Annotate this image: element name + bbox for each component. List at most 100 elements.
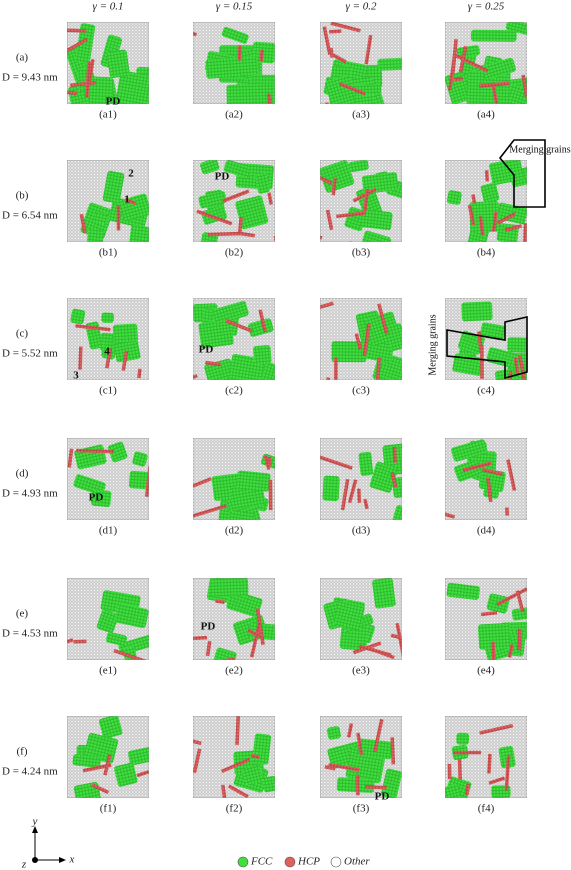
- annotation: PD: [199, 344, 214, 356]
- hcp-fault: [328, 762, 360, 772]
- hcp-fault: [390, 737, 396, 765]
- hcp-fault: [504, 224, 522, 232]
- hcp-fault: [457, 758, 462, 780]
- fcc-grain: [505, 22, 527, 38]
- hcp-fault: [465, 783, 470, 796]
- fcc-grain: [200, 160, 220, 175]
- fcc-grain: [226, 83, 275, 104]
- fcc-grain: [372, 578, 396, 609]
- hcp-fault: [237, 45, 242, 61]
- fcc-grain: [369, 461, 398, 493]
- hcp-fault: [121, 350, 129, 371]
- fcc-grain: [98, 716, 123, 739]
- hcp-fault: [484, 170, 489, 182]
- panel-label: (c2): [225, 385, 243, 397]
- fcc-grain: [114, 762, 138, 787]
- hcp-fault: [193, 635, 208, 641]
- fcc-grain: [253, 345, 272, 365]
- annotation: PD: [201, 621, 216, 633]
- annotation: PD: [375, 791, 390, 803]
- hcp-fault: [238, 231, 256, 238]
- fcc-grain: [346, 84, 382, 96]
- fcc-grain: [86, 228, 104, 242]
- hcp-fault: [392, 446, 397, 463]
- legend-swatch: [330, 856, 342, 868]
- panel-label: (e1): [99, 665, 117, 677]
- fcc-grain: [127, 744, 149, 766]
- fcc-grain: [96, 609, 119, 634]
- atom-snapshot: [320, 22, 402, 104]
- fcc-grain: [107, 441, 128, 463]
- fcc-grain: [102, 170, 125, 204]
- hcp-fault: [447, 763, 452, 779]
- hcp-fault: [358, 644, 392, 657]
- panel-label: (b3): [352, 247, 371, 259]
- hcp-fault: [462, 461, 492, 473]
- hcp-fault: [67, 89, 77, 96]
- atom-snapshot: [193, 160, 275, 242]
- hcp-fault: [267, 192, 273, 205]
- hcp-fault: [249, 623, 262, 658]
- fcc-grain: [106, 49, 130, 79]
- hcp-fault: [522, 223, 527, 242]
- hcp-fault: [357, 488, 362, 503]
- atom-snapshot: [67, 716, 149, 798]
- hcp-fault: [458, 45, 468, 73]
- hcp-fault: [78, 346, 83, 370]
- panel-label: (f2): [226, 803, 243, 815]
- hcp-fault: [395, 622, 402, 660]
- panel-label: (d2): [225, 525, 244, 537]
- hcp-fault: [362, 323, 371, 357]
- hcp-fault: [84, 61, 91, 98]
- hcp-fault: [124, 197, 137, 206]
- hcp-fault: [365, 785, 387, 790]
- hcp-fault: [478, 216, 485, 236]
- hcp-fault: [482, 467, 503, 477]
- hcp-fault: [225, 319, 253, 333]
- hcp-fault: [329, 29, 342, 34]
- fcc-grain: [72, 754, 101, 768]
- legend-label: FCC: [250, 856, 273, 868]
- hcp-fault: [205, 360, 222, 367]
- hcp-fault: [496, 587, 527, 607]
- hcp-fault: [453, 76, 464, 81]
- panel-label: (a4): [477, 109, 495, 121]
- fcc-grain: [91, 489, 112, 508]
- hcp-fault: [363, 188, 370, 212]
- fcc-grain: [112, 323, 138, 344]
- atom-snapshot: [320, 438, 402, 520]
- hcp-fault: [445, 505, 456, 519]
- hcp-fault: [193, 737, 202, 746]
- hcp-fault: [103, 754, 112, 776]
- hcp-fault: [263, 455, 271, 470]
- hcp-fault: [390, 633, 401, 640]
- hcp-fault: [215, 599, 225, 605]
- hcp-fault: [491, 211, 498, 232]
- hcp-fault: [116, 204, 121, 231]
- fcc-grain: [198, 319, 234, 349]
- row-size: D = 9.43 nm: [2, 72, 58, 84]
- hcp-fault: [332, 53, 347, 64]
- hcp-fault: [329, 47, 334, 58]
- row-label: (b): [16, 190, 29, 202]
- panel-label: (d1): [99, 525, 118, 537]
- fcc-grain: [356, 753, 383, 782]
- annotation: 2: [128, 168, 134, 180]
- hcp-fault: [91, 783, 110, 795]
- fcc-grain: [205, 56, 258, 79]
- row-label: (f): [17, 746, 28, 758]
- row-size: D = 4.93 nm: [2, 488, 58, 500]
- hcp-fault: [227, 784, 249, 798]
- panel-label: (f3): [353, 803, 370, 815]
- hcp-fault: [136, 770, 149, 778]
- hcp-fault: [193, 477, 212, 490]
- fcc-grain: [242, 765, 263, 786]
- fcc-grain: [200, 232, 219, 242]
- annotation: PD: [89, 492, 104, 504]
- fcc-grain: [392, 505, 402, 520]
- panel-label: (b1): [99, 247, 118, 259]
- atom-snapshot: [193, 716, 275, 798]
- fcc-grain: [252, 41, 275, 64]
- fcc-grain: [235, 195, 269, 230]
- hcp-fault: [486, 477, 493, 503]
